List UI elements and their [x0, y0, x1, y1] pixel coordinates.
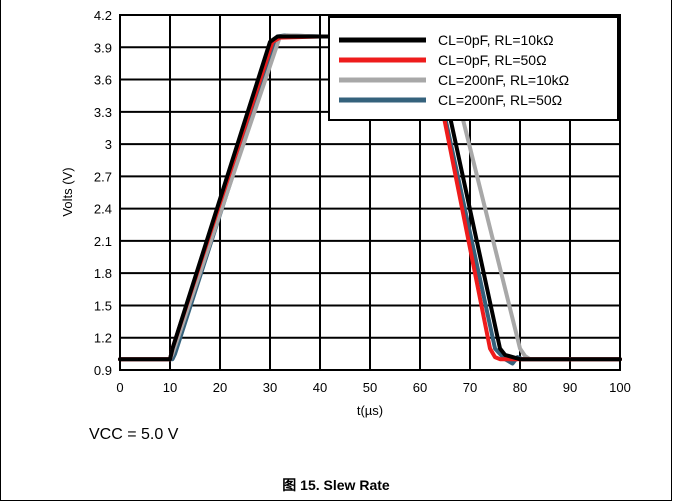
x-tick-label: 20	[213, 380, 227, 395]
y-tick-label: 0.9	[94, 363, 112, 378]
y-tick-label: 3.9	[94, 40, 112, 55]
x-tick-label: 70	[463, 380, 477, 395]
legend-entry: CL=200nF, RL=10kΩ	[438, 72, 569, 88]
x-tick-label: 10	[163, 380, 177, 395]
x-tick-label: 40	[313, 380, 327, 395]
x-tick-label: 90	[563, 380, 577, 395]
y-tick-label: 1.5	[94, 298, 112, 313]
y-tick-label: 4.2	[94, 8, 112, 23]
y-tick-label: 1.8	[94, 266, 112, 281]
plot-border	[119, 14, 621, 371]
x-tick-labels: 0 10 20 30 40 50 60 70 80 90 100	[116, 380, 630, 395]
y-tick-label: 3.6	[94, 73, 112, 88]
y-tick-label: 1.2	[94, 331, 112, 346]
y-tick-label: 2.4	[94, 202, 112, 217]
legend-box	[328, 16, 619, 121]
x-tick-label: 30	[263, 380, 277, 395]
vcc-note: VCC = 5.0 V	[89, 426, 179, 443]
y-tick-label: 3.3	[94, 105, 112, 120]
y-tick-label: 2.7	[94, 169, 112, 184]
y-axis-label: Volts (V)	[60, 167, 75, 216]
x-tick-label: 60	[413, 380, 427, 395]
x-tick-label: 50	[363, 380, 377, 395]
legend: CL=0pF, RL=10kΩ CL=0pF, RL=50Ω CL=200nF, R…	[328, 16, 619, 121]
x-tick-label: 100	[609, 380, 631, 395]
x-tick-label: 80	[513, 380, 527, 395]
y-tick-label: 3	[105, 137, 112, 152]
legend-entry: CL=200nF, RL=50Ω	[438, 92, 562, 108]
x-axis-label: t(µs)	[357, 403, 383, 418]
y-tick-labels: 0.9 1.2 1.5 1.8 2.1 2.4 2.7 3 3.3 3.6 3.9 4.2	[94, 8, 112, 378]
x-tick-label: 0	[116, 380, 123, 395]
y-tick-label: 2.1	[94, 234, 112, 249]
figure-caption: 图 15. Slew Rate	[282, 477, 390, 493]
legend-entry: CL=0pF, RL=50Ω	[438, 52, 547, 68]
legend-entry: CL=0pF, RL=10kΩ	[438, 32, 554, 48]
